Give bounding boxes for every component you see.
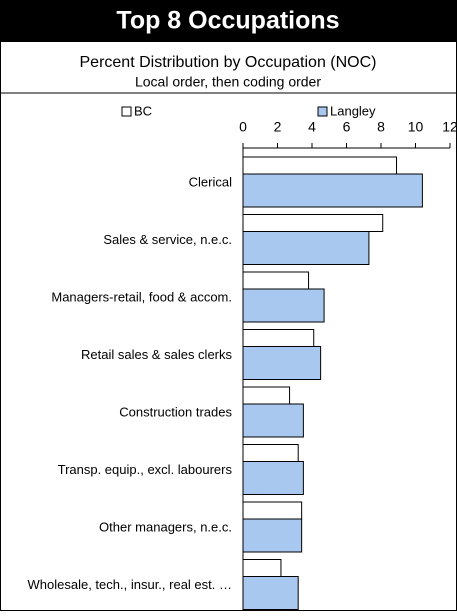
subtitle: Percent Distribution by Occupation (NOC) <box>80 54 377 71</box>
y-tick-label: Other managers, n.e.c. <box>99 519 232 534</box>
x-tick-label: 0 <box>239 119 247 135</box>
bar <box>242 386 291 405</box>
legend-label: Langley <box>330 103 376 118</box>
y-tick-label: Transp. equip., excl. labourers <box>58 462 233 477</box>
y-tick-label: Wholesale, tech., insur., real est. … <box>28 577 232 592</box>
bar <box>242 461 304 495</box>
bar <box>242 444 299 462</box>
bar <box>242 173 423 208</box>
bar <box>242 576 299 610</box>
x-tick-label: 12 <box>442 119 457 135</box>
legend-label: BC <box>134 103 152 118</box>
chart-title: Top 8 Occupations <box>116 7 339 35</box>
title-band <box>0 0 457 42</box>
y-tick-label: Construction trades <box>119 404 232 419</box>
bar <box>242 501 303 520</box>
bar <box>242 403 304 438</box>
x-tick-label: 8 <box>377 119 385 135</box>
bar <box>242 214 384 232</box>
bar <box>242 231 370 265</box>
y-tick-label: Sales & service, n.e.c. <box>103 232 232 247</box>
note: Local order, then coding order <box>135 74 321 90</box>
bar <box>242 346 322 380</box>
bar <box>242 288 325 323</box>
legend-swatch <box>121 106 132 117</box>
y-tick-label: Clerical <box>189 174 232 189</box>
y-tick-label: Managers-retail, food & accom. <box>51 289 232 304</box>
x-tick-label: 6 <box>343 119 351 135</box>
x-tick-label: 2 <box>274 119 282 135</box>
bar <box>242 156 398 175</box>
x-tick-label: 4 <box>308 119 316 135</box>
y-tick-label: Retail sales & sales clerks <box>81 347 232 362</box>
bar <box>242 271 310 290</box>
legend-swatch <box>317 106 328 117</box>
bar <box>242 559 282 577</box>
bar <box>242 518 303 553</box>
x-tick-label: 10 <box>408 119 424 135</box>
bar <box>242 329 315 347</box>
